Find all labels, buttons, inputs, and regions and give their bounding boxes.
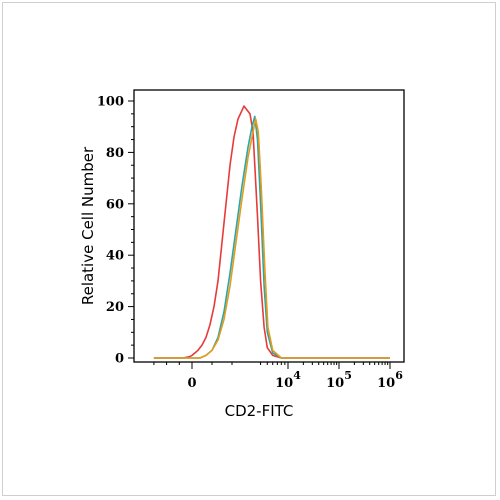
x-axis: 0 104 105 106	[153, 362, 403, 391]
y-tick-label: 60	[106, 197, 124, 212]
series-line-3	[153, 118, 390, 359]
x-axis-title: CD2-FITC	[225, 402, 294, 420]
y-tick-label: 80	[106, 146, 124, 161]
series-line-1	[153, 105, 390, 359]
y-tick-label: 20	[106, 300, 124, 315]
x-tick-label: 104	[275, 369, 301, 391]
figure-frame	[2, 2, 496, 496]
y-tick-label: 0	[115, 352, 124, 367]
x-tick-label: 0	[187, 376, 196, 391]
y-tick-label: 100	[97, 95, 124, 110]
x-tick-label: 105	[326, 369, 352, 391]
series-line-2	[153, 115, 390, 359]
x-tick-label: 106	[377, 369, 403, 391]
series-layer	[153, 105, 390, 359]
y-tick-label: 40	[106, 249, 124, 264]
plot-area	[133, 89, 405, 363]
y-axis-title: Relative Cell Number	[79, 146, 97, 305]
y-axis: 0 20 40 60 80 100	[97, 95, 134, 367]
